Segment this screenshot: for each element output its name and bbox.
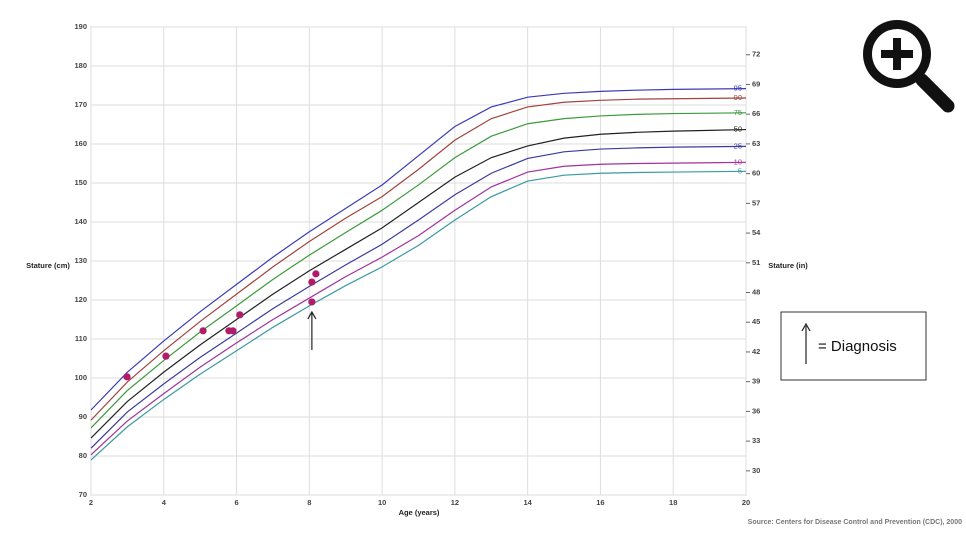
percentile-line — [90, 145, 747, 449]
patient-point — [162, 352, 170, 360]
legend-arrow-head — [801, 322, 811, 332]
zoom-plus-h[interactable] — [881, 50, 913, 58]
y-tick-label: 190 — [74, 22, 87, 31]
line-label: 5 — [738, 166, 742, 175]
x-tick-label: 6 — [234, 498, 238, 507]
y2-tick-label: 54 — [752, 228, 761, 237]
diagnosis-arrow-head — [307, 310, 317, 320]
y-tick-label: 150 — [74, 178, 87, 187]
patient-point — [308, 298, 316, 306]
patient-point — [308, 278, 316, 286]
x-tick-label: 10 — [378, 498, 386, 507]
line-label: 10 — [734, 157, 742, 166]
x-tick-label: 20 — [742, 498, 750, 507]
zoom-handle[interactable] — [915, 73, 955, 113]
legend-box — [780, 311, 927, 381]
y2-tick-label: 51 — [752, 258, 760, 267]
y2-tick-label: 45 — [752, 317, 760, 326]
y2-tick-label: 33 — [752, 436, 760, 445]
y-tick-label: 70 — [79, 490, 87, 499]
patient-point — [123, 373, 131, 381]
y-tick-label: 180 — [74, 61, 87, 70]
legend-text: = Diagnosis — [818, 338, 897, 355]
y2-tick-label: 72 — [752, 50, 760, 59]
y-tick-label: 170 — [74, 100, 87, 109]
y-tick-label: 140 — [74, 217, 87, 226]
y2-tick-label: 30 — [752, 466, 760, 475]
y-tick-label: 90 — [79, 412, 87, 421]
patient-point — [199, 327, 207, 335]
x-tick-label: 12 — [451, 498, 459, 507]
y-tick-label: 100 — [74, 373, 87, 382]
y-tick-label: 160 — [74, 139, 87, 148]
x-tick-label: 8 — [307, 498, 311, 507]
line-label: 90 — [734, 93, 742, 102]
x-tick-label: 2 — [89, 498, 93, 507]
x-tick-label: 4 — [162, 498, 167, 507]
y-tick-label: 120 — [74, 295, 87, 304]
percentile-line — [90, 170, 747, 461]
y-tick-label: 110 — [75, 334, 87, 343]
y2-tick-label: 66 — [752, 109, 760, 118]
percentile-line — [90, 97, 747, 421]
y2-tick-label: 60 — [752, 169, 760, 178]
y2-tick-label: 42 — [752, 347, 760, 356]
percentile-line — [90, 161, 747, 456]
y2-tick-label: 69 — [752, 79, 760, 88]
y-tick-label: 130 — [74, 256, 87, 265]
x-tick-label: 18 — [669, 498, 677, 507]
percentile-line — [90, 88, 747, 411]
x-tick-label: 16 — [596, 498, 604, 507]
y2-axis-title: Stature (in) — [768, 261, 808, 270]
patient-point — [312, 270, 320, 278]
line-label: 25 — [734, 141, 742, 150]
y2-tick-label: 48 — [752, 287, 760, 296]
y-tick-label: 80 — [79, 451, 87, 460]
source: Source: Centers for Disease Control and … — [748, 519, 962, 526]
y2-tick-label: 36 — [752, 406, 760, 415]
y2-tick-label: 57 — [752, 198, 760, 207]
x-tick-label: 14 — [523, 498, 532, 507]
patient-point — [236, 311, 244, 319]
line-label: 50 — [734, 125, 742, 134]
zoom-icon[interactable] — [863, 20, 955, 113]
y-axis-title: Stature (cm) — [26, 261, 70, 270]
line-label: 75 — [734, 108, 742, 117]
line-label: 95 — [734, 84, 742, 93]
y2-tick-label: 39 — [752, 377, 760, 386]
legend: = Diagnosis — [780, 311, 927, 381]
patient-point — [229, 327, 237, 335]
percentile-line — [90, 128, 747, 439]
plot: 70 80 90 100 110 120 130 140 150 160 170 180 190 2 4 6 8… — [74, 22, 761, 507]
x-axis-title: Age (years) — [399, 508, 440, 517]
y2-tick-label: 63 — [752, 139, 760, 148]
